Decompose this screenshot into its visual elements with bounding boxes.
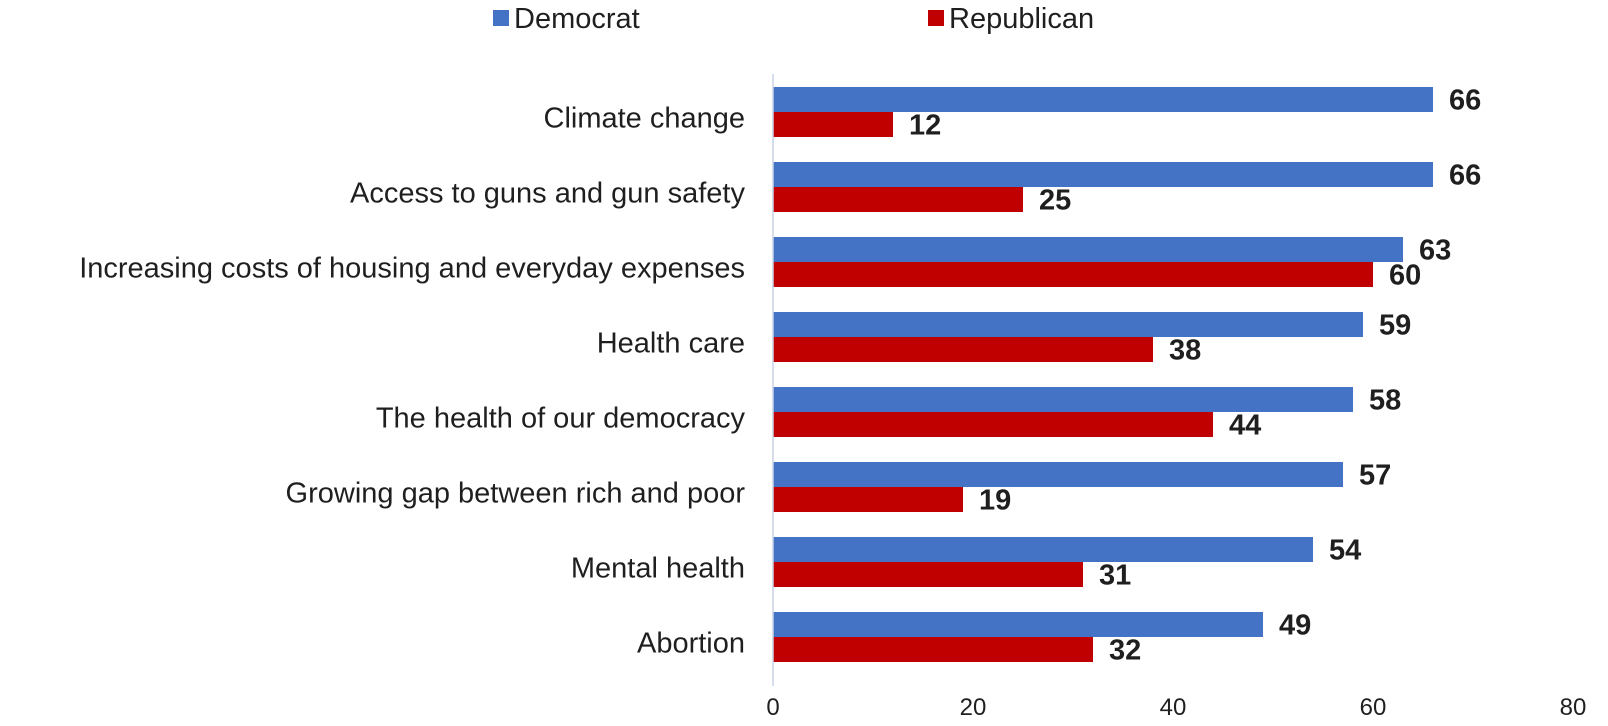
democrat-bar: [773, 462, 1343, 487]
x-tick-label: 60: [1360, 694, 1387, 721]
republican-bar: [773, 487, 963, 512]
republican-bar: [773, 337, 1153, 362]
republican-legend-swatch: [928, 10, 944, 26]
republican-data-label: 60: [1389, 260, 1421, 292]
republican-data-label: 38: [1169, 335, 1201, 367]
democrat-data-label: 54: [1329, 535, 1361, 567]
x-tick-label: 0: [766, 694, 779, 721]
category-label: The health of our democracy: [376, 403, 746, 435]
x-axis-ticks: 0 20 40 60 80: [766, 694, 1586, 721]
category-label: Health care: [597, 328, 745, 360]
x-tick-label: 40: [1160, 694, 1187, 721]
republican-bar: [773, 187, 1023, 212]
democrat-data-label: 59: [1379, 310, 1411, 342]
democrat-legend-label: Democrat: [514, 3, 640, 35]
republican-legend-label: Republican: [949, 3, 1094, 35]
republican-data-label: 44: [1229, 410, 1261, 442]
democrat-data-label: 66: [1449, 160, 1481, 192]
category-label: Abortion: [637, 628, 745, 660]
bars: [773, 87, 1433, 662]
democrat-data-label: 58: [1369, 385, 1401, 417]
democrat-bar: [773, 537, 1313, 562]
republican-bar: [773, 112, 893, 137]
republican-bar: [773, 412, 1213, 437]
republican-data-label: 31: [1099, 560, 1131, 592]
category-label: Mental health: [571, 553, 745, 585]
republican-bar: [773, 262, 1373, 287]
category-labels: Climate change Access to guns and gun saf…: [79, 103, 745, 660]
republican-data-label: 19: [979, 485, 1011, 517]
democrat-data-label: 63: [1419, 235, 1451, 267]
democrat-bar: [773, 162, 1433, 187]
democrat-data-label: 57: [1359, 460, 1391, 492]
republican-data-label: 12: [909, 110, 941, 142]
democrat-data-label: 66: [1449, 85, 1481, 117]
x-tick-label: 20: [960, 694, 987, 721]
x-tick-label: 80: [1560, 694, 1587, 721]
category-label: Access to guns and gun safety: [350, 178, 745, 210]
republican-bar: [773, 637, 1093, 662]
category-label: Increasing costs of housing and everyday…: [79, 253, 745, 285]
democrat-bar: [773, 87, 1433, 112]
democrat-bar: [773, 312, 1363, 337]
republican-bar: [773, 562, 1083, 587]
democrat-legend-swatch: [493, 10, 509, 26]
democrat-bar: [773, 237, 1403, 262]
republican-data-label: 32: [1109, 635, 1141, 667]
democrat-data-label: 49: [1279, 610, 1311, 642]
republican-data-label: 25: [1039, 185, 1071, 217]
democrat-bar: [773, 387, 1353, 412]
category-label: Growing gap between rich and poor: [286, 478, 746, 510]
democrat-bar: [773, 612, 1263, 637]
legend: Democrat Republican: [493, 3, 1094, 35]
category-label: Climate change: [544, 103, 746, 135]
